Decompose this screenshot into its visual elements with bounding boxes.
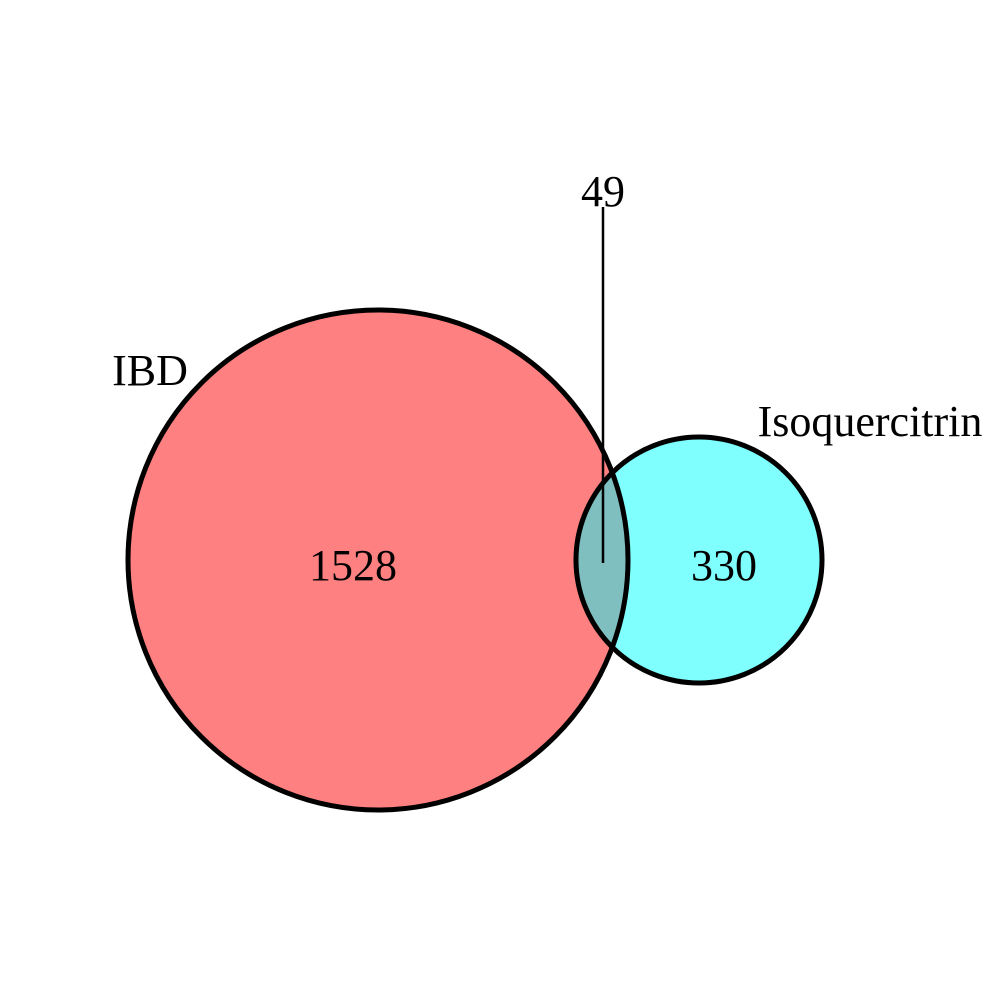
isoquercitrin-set-label: Isoquercitrin: [758, 397, 983, 446]
isoquercitrin-only-count: 330: [691, 541, 757, 590]
isoquercitrin-circle-outline: [573, 434, 825, 686]
ibd-set-label: IBD: [112, 346, 188, 395]
ibd-circle: [128, 310, 628, 810]
isoquercitrin-circle: [576, 437, 822, 683]
intersection-count: 49: [581, 167, 625, 216]
ibd-circle-outline: [125, 307, 631, 813]
ibd-only-count: 1528: [309, 541, 397, 590]
